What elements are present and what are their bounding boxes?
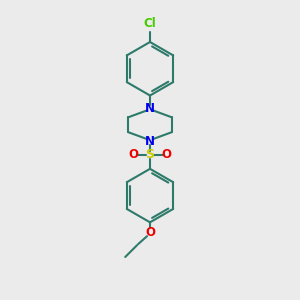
Text: N: N <box>145 135 155 148</box>
Text: O: O <box>162 148 172 161</box>
Text: Cl: Cl <box>144 17 156 30</box>
Text: O: O <box>128 148 138 161</box>
Text: O: O <box>145 226 155 239</box>
Text: S: S <box>146 148 154 161</box>
Text: N: N <box>145 102 155 115</box>
